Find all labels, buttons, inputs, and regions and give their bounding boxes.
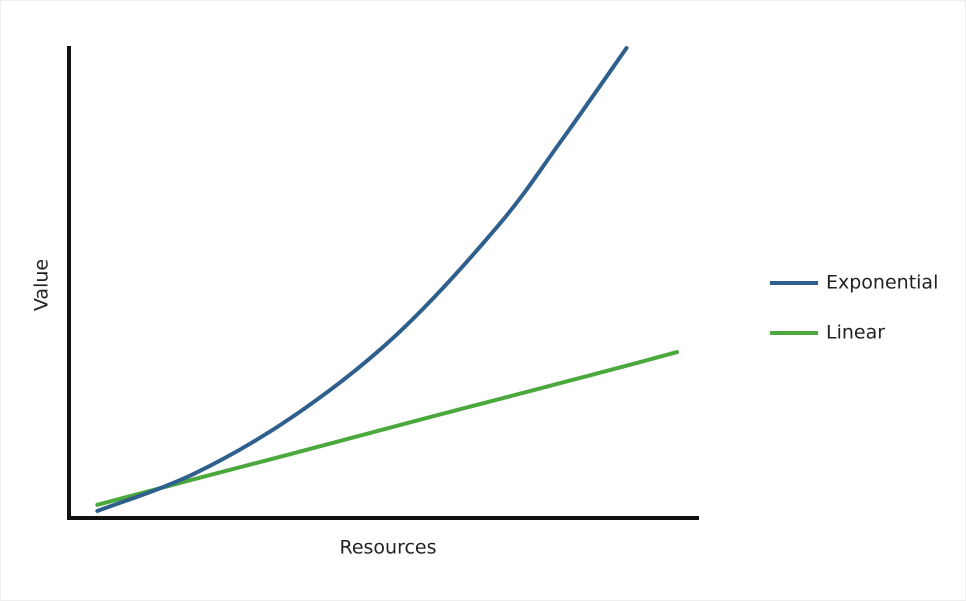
x-axis-label: Resources [339,537,436,559]
line [95,350,679,507]
legend-label: Exponential [826,272,938,294]
line [95,46,629,513]
legend-label: Linear [826,322,885,344]
y-axis-label: Value [31,259,53,311]
